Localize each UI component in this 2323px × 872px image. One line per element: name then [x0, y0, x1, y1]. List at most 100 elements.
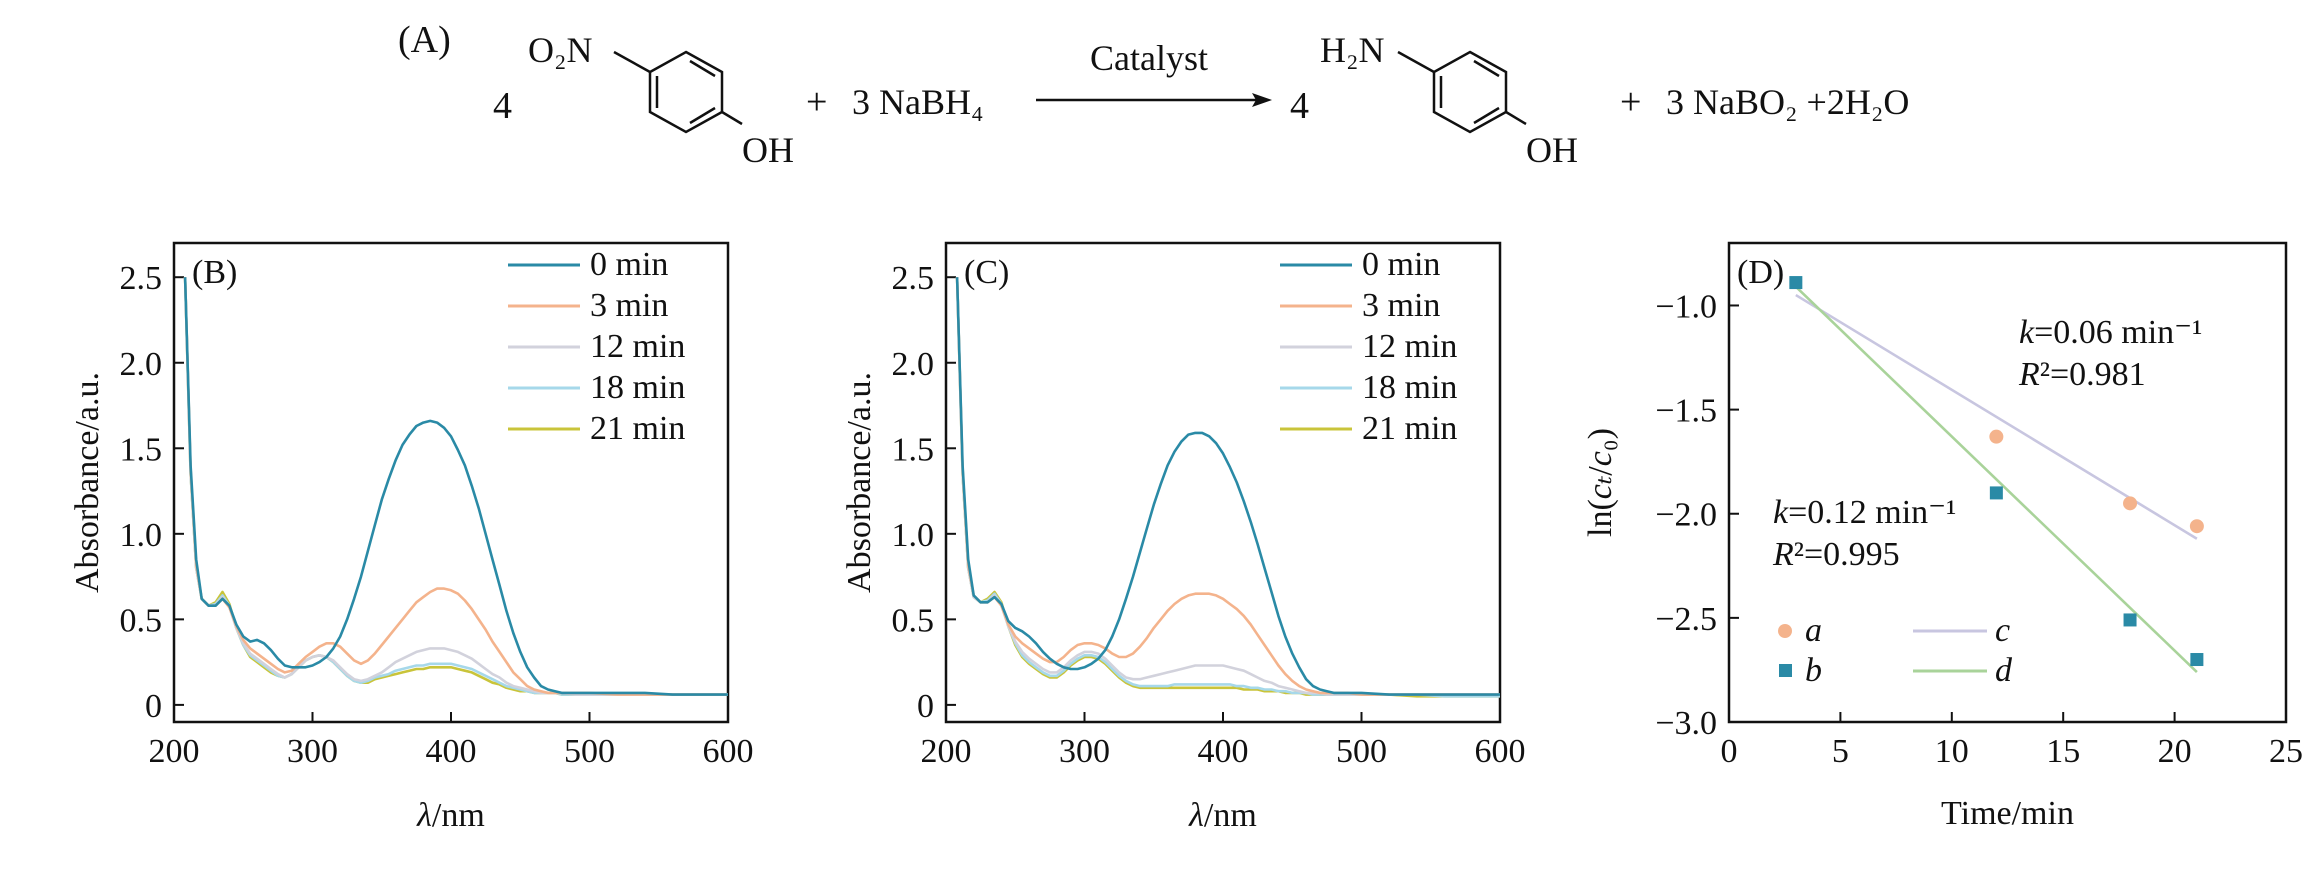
- legend-label-a: a: [1805, 612, 1822, 649]
- x-tick-label-600: 600: [1475, 733, 1526, 770]
- amino-group-label: H₂N: [1320, 30, 1385, 70]
- y-tick-label-2-0: 2.0: [120, 346, 163, 383]
- x-tick-label-300: 300: [1059, 733, 1110, 770]
- legend-label-0-min: 0 min: [590, 246, 668, 283]
- r-symbol: R: [2018, 356, 2040, 393]
- nitro-group-label: O₂N: [528, 30, 593, 70]
- annotation-lower-r2: R²=0.995: [1772, 536, 1900, 573]
- y-axis-title-part: ): [1582, 428, 1619, 439]
- x-tick-label-600: 600: [703, 733, 754, 770]
- byproducts-label: 3 NaBO₂ +2H₂O: [1666, 82, 1909, 122]
- data-point-b: [2190, 653, 2204, 667]
- reaction-arrow: [1036, 93, 1272, 107]
- y-tick-label-1-0: 1.0: [892, 517, 935, 554]
- legend-label-18-min: 18 min: [590, 369, 685, 406]
- legend-label-21-min: 21 min: [1362, 410, 1457, 447]
- series-line-12-min: [183, 277, 728, 696]
- y-axis-title: Absorbance/a.u.: [841, 372, 878, 593]
- y-axis-title-part: c: [1582, 484, 1619, 499]
- panel-label: (B): [192, 254, 237, 291]
- k-value: =0.12 min⁻¹: [1788, 494, 1956, 531]
- x-axis-title-symbol: λ: [416, 797, 432, 834]
- x-tick-label-500: 500: [1336, 733, 1387, 770]
- product-hydroxyl-label: OH: [1526, 130, 1578, 170]
- y-axis-title-part: ₜ: [1582, 475, 1619, 484]
- legend-label-b: b: [1805, 652, 1822, 689]
- y-axis-title: ln(cₜ/c₀): [1582, 428, 1619, 537]
- x-tick-label-15: 15: [2046, 733, 2080, 770]
- panel-c-uv-vis-chart: 200 300 400 500 600 0 0.5 1.0 1.5 2.0 2.5 (C) 0 min 3…: [841, 241, 1526, 834]
- legend-marker-b: [1779, 664, 1792, 677]
- product-coefficient: 4: [1290, 85, 1309, 127]
- catalyst-label: Catalyst: [1090, 38, 1208, 78]
- plus-sign-1: +: [806, 81, 827, 123]
- k-symbol: k: [2019, 314, 2035, 351]
- annotation-upper-r2: R²=0.981: [2018, 356, 2146, 393]
- legend-label-3-min: 3 min: [1362, 287, 1440, 324]
- reagent-label: 3 NaBH₄: [852, 82, 984, 122]
- x-tick-label-300: 300: [287, 733, 338, 770]
- panel-d-kinetics-chart: 0 5 10 15 20 25−1.0−1.5−2.0−2.5−3.0(D)k=0.06 …: [1582, 241, 2303, 832]
- y-axis-title-part: ln(: [1582, 499, 1619, 537]
- reaction-label: (A): [398, 19, 451, 61]
- k-value: =0.06 min⁻¹: [2034, 314, 2202, 351]
- x-tick-label-20: 20: [2158, 733, 2192, 770]
- fit-line-d: [1794, 285, 2198, 673]
- x-axis-title: λ/nm: [1188, 797, 1257, 834]
- legend-label-3-min: 3 min: [590, 287, 668, 324]
- y-axis-title-part: ₀: [1582, 439, 1619, 451]
- data-point-a: [2123, 496, 2138, 511]
- y-tick-label-2-5: 2.5: [892, 260, 935, 297]
- data-point-b: [2123, 613, 2137, 627]
- reaction-scheme: (A) 4 O₂N OH + 3 NaBH₄ Catalyst 4 H₂N: [398, 19, 1909, 170]
- legend-label-12-min: 12 min: [1362, 328, 1457, 365]
- x-axis-title: λ/nm: [416, 797, 485, 834]
- series-line-12-min: [955, 277, 1500, 696]
- annotation-upper-k: k=0.06 min⁻¹: [2019, 314, 2202, 351]
- panel-label: (C): [964, 254, 1009, 291]
- annotation-lower-k: k=0.12 min⁻¹: [1773, 494, 1956, 531]
- legend-label-21-min: 21 min: [590, 410, 685, 447]
- legend-marker-a: [1778, 624, 1792, 638]
- data-point-a: [2189, 519, 2204, 534]
- legend-label-18-min: 18 min: [1362, 369, 1457, 406]
- x-axis-title-symbol: λ: [1188, 797, 1204, 834]
- r2-value: ²=0.981: [2040, 356, 2146, 393]
- r-symbol: R: [1772, 536, 1794, 573]
- y-axis-title: Absorbance/a.u.: [69, 372, 106, 593]
- y-axis-title-part: c: [1582, 451, 1619, 466]
- y-tick-label-1-5: 1.5: [120, 431, 163, 468]
- x-tick-label-5: 5: [1832, 733, 1849, 770]
- reactant-benzene-ring: [613, 50, 743, 134]
- x-tick-label-200: 200: [921, 733, 972, 770]
- x-tick-label-400: 400: [426, 733, 477, 770]
- y-tick-label-3-0: −3.0: [1655, 705, 1717, 742]
- x-axis-title-unit: /nm: [1204, 797, 1257, 834]
- k-symbol: k: [1773, 494, 1789, 531]
- x-tick-label-25: 25: [2269, 733, 2303, 770]
- plus-sign-2: +: [1620, 81, 1641, 123]
- x-tick-label-10: 10: [1935, 733, 1969, 770]
- series-line-0-min: [955, 277, 1500, 696]
- panel-b-uv-vis-chart: 200 300 400 500 600 0 0.5 1.0 1.5 2.0 2.5 (B) 0 min 3…: [69, 241, 754, 834]
- data-point-a: [1989, 429, 2004, 444]
- series-line-3-min: [183, 277, 728, 696]
- y-tick-label-0-5: 0.5: [120, 602, 163, 639]
- panel-label: (D): [1737, 254, 1784, 291]
- r2-value: ²=0.995: [1794, 536, 1900, 573]
- y-tick-label-1-0: −1.0: [1655, 288, 1717, 325]
- data-point-b: [1989, 486, 2003, 500]
- data-point-b: [1789, 276, 1803, 290]
- series-line-3-min: [955, 277, 1500, 696]
- y-tick-label-1-5: 1.5: [892, 431, 935, 468]
- series-line-0-min: [183, 277, 728, 696]
- legend-label-12-min: 12 min: [590, 328, 685, 365]
- plot-frame: [1727, 241, 2288, 724]
- reactant-hydroxyl-label: OH: [742, 130, 794, 170]
- y-tick-label-2-0: 2.0: [892, 346, 935, 383]
- legend-label-0-min: 0 min: [1362, 246, 1440, 283]
- series-group: [183, 277, 728, 696]
- x-axis-title: Time/min: [1941, 795, 2074, 832]
- x-tick-label-0: 0: [1721, 733, 1738, 770]
